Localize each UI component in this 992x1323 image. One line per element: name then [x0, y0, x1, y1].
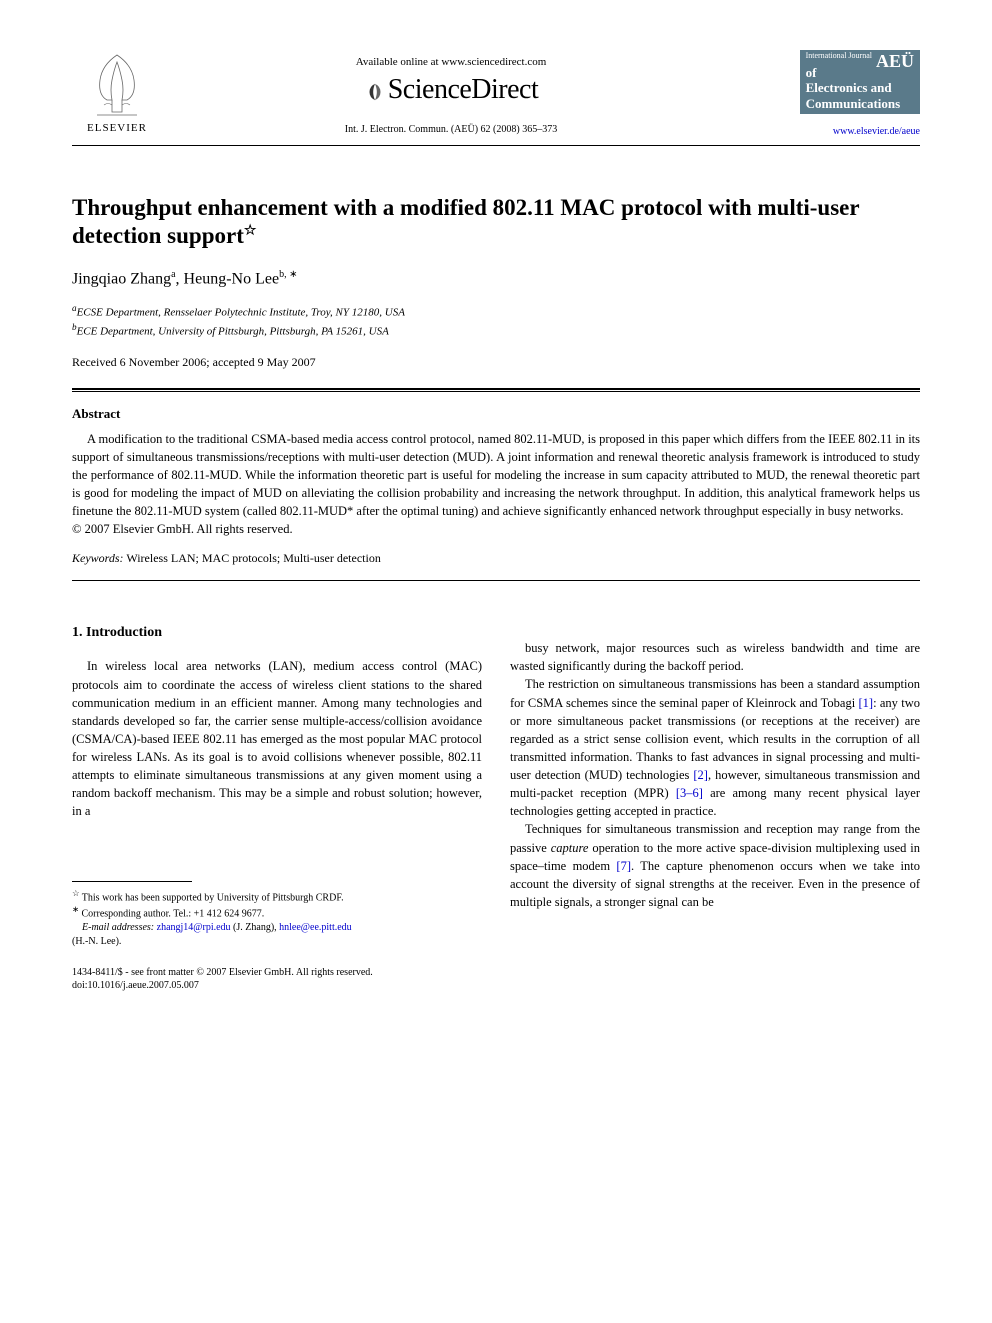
authors-line: Jingqiao Zhanga, Heung-No Leeb, ∗ — [72, 269, 920, 288]
footnotes: ☆ This work has been supported by Univer… — [72, 888, 482, 949]
column-right: busy network, major resources such as wi… — [510, 581, 920, 992]
email-label: E-mail addresses: — [82, 922, 154, 933]
cite-2[interactable]: [2] — [693, 768, 708, 782]
sciencedirect-logo: ScienceDirect — [162, 74, 740, 106]
footnote-corr: Corresponding author. Tel.: +1 412 624 9… — [81, 909, 264, 920]
dates-line: Received 6 November 2006; accepted 9 May… — [72, 355, 920, 370]
email-1-name: (J. Zhang), — [233, 922, 277, 933]
bottom-meta: 1434-8411/$ - see front matter © 2007 El… — [72, 966, 482, 992]
header-row: ELSEVIER Available online at www.science… — [72, 50, 920, 137]
abstract-paragraph: A modification to the traditional CSMA-b… — [72, 430, 920, 521]
sciencedirect-icon — [364, 81, 386, 103]
col1-para-1: In wireless local area networks (LAN), m… — [72, 657, 482, 820]
cite-7[interactable]: [7] — [616, 859, 631, 873]
center-header: Available online at www.sciencedirect.co… — [162, 50, 740, 135]
sciencedirect-text: ScienceDirect — [388, 74, 539, 105]
email-2-name: (H.-N. Lee). — [72, 935, 482, 949]
doi-line: doi:10.1016/j.aeue.2007.05.007 — [72, 979, 482, 992]
issn-line: 1434-8411/$ - see front matter © 2007 El… — [72, 966, 482, 979]
col2-para-3: Techniques for simultaneous transmission… — [510, 820, 920, 911]
abstract-heading: Abstract — [72, 406, 920, 422]
header-rule — [72, 145, 920, 146]
column-left: 1. Introduction In wireless local area n… — [72, 581, 482, 992]
email-2[interactable]: hnlee@ee.pitt.edu — [279, 922, 352, 933]
author-1-sup: a — [171, 269, 175, 280]
paper-title: Throughput enhancement with a modified 8… — [72, 194, 920, 252]
abstract-rule-thin — [72, 391, 920, 392]
aeu-comm-text: Communications — [806, 96, 901, 111]
title-text: Throughput enhancement with a modified 8… — [72, 195, 859, 249]
col2-para-1: busy network, major resources such as wi… — [510, 639, 920, 675]
footnote-rule — [72, 881, 192, 882]
body-columns: 1. Introduction In wireless local area n… — [72, 581, 920, 992]
abstract-body: A modification to the traditional CSMA-b… — [72, 430, 920, 521]
title-star-marker: ☆ — [244, 224, 257, 239]
author-2: Heung-No Lee — [184, 270, 280, 287]
elsevier-label: ELSEVIER — [87, 122, 147, 134]
col2-para-2: The restriction on simultaneous transmis… — [510, 675, 920, 820]
copyright-line: © 2007 Elsevier GmbH. All rights reserve… — [72, 522, 920, 537]
journal-reference: Int. J. Electron. Commun. (AEÜ) 62 (2008… — [162, 124, 740, 135]
cite-1[interactable]: [1] — [859, 696, 874, 710]
journal-logo-block: AEÜ International Journal of Electronics… — [740, 50, 920, 137]
author-1: Jingqiao Zhang — [72, 270, 171, 287]
keywords-label: Keywords: — [72, 551, 124, 565]
elsevier-tree-icon — [82, 50, 152, 120]
abstract-rule-top — [72, 388, 920, 390]
cite-3-6[interactable]: [3–6] — [676, 786, 703, 800]
aeu-small-text: International Journal — [806, 51, 872, 60]
aeu-big-text: AEÜ — [876, 52, 914, 72]
affiliations: aECSE Department, Rensselaer Polytechnic… — [72, 302, 920, 340]
aeu-logo: AEÜ International Journal of Electronics… — [800, 50, 920, 114]
keywords-text: Wireless LAN; MAC protocols; Multi-user … — [126, 551, 380, 565]
capture-italic: capture — [551, 841, 589, 855]
author-2-sup: b, ∗ — [279, 269, 297, 280]
affiliation-b: ECE Department, University of Pittsburgh… — [77, 326, 389, 338]
footnote-star: This work has been supported by Universi… — [82, 892, 344, 903]
available-online-text: Available online at www.sciencedirect.co… — [162, 56, 740, 68]
elsevier-logo-block: ELSEVIER — [72, 50, 162, 134]
affiliation-a: ECSE Department, Rensselaer Polytechnic … — [77, 307, 405, 319]
email-1[interactable]: zhangj14@rpi.edu — [157, 922, 231, 933]
section-1-heading: 1. Introduction — [72, 623, 482, 643]
keywords-line: Keywords: Wireless LAN; MAC protocols; M… — [72, 551, 920, 566]
journal-link[interactable]: www.elsevier.de/aeue — [740, 126, 920, 137]
